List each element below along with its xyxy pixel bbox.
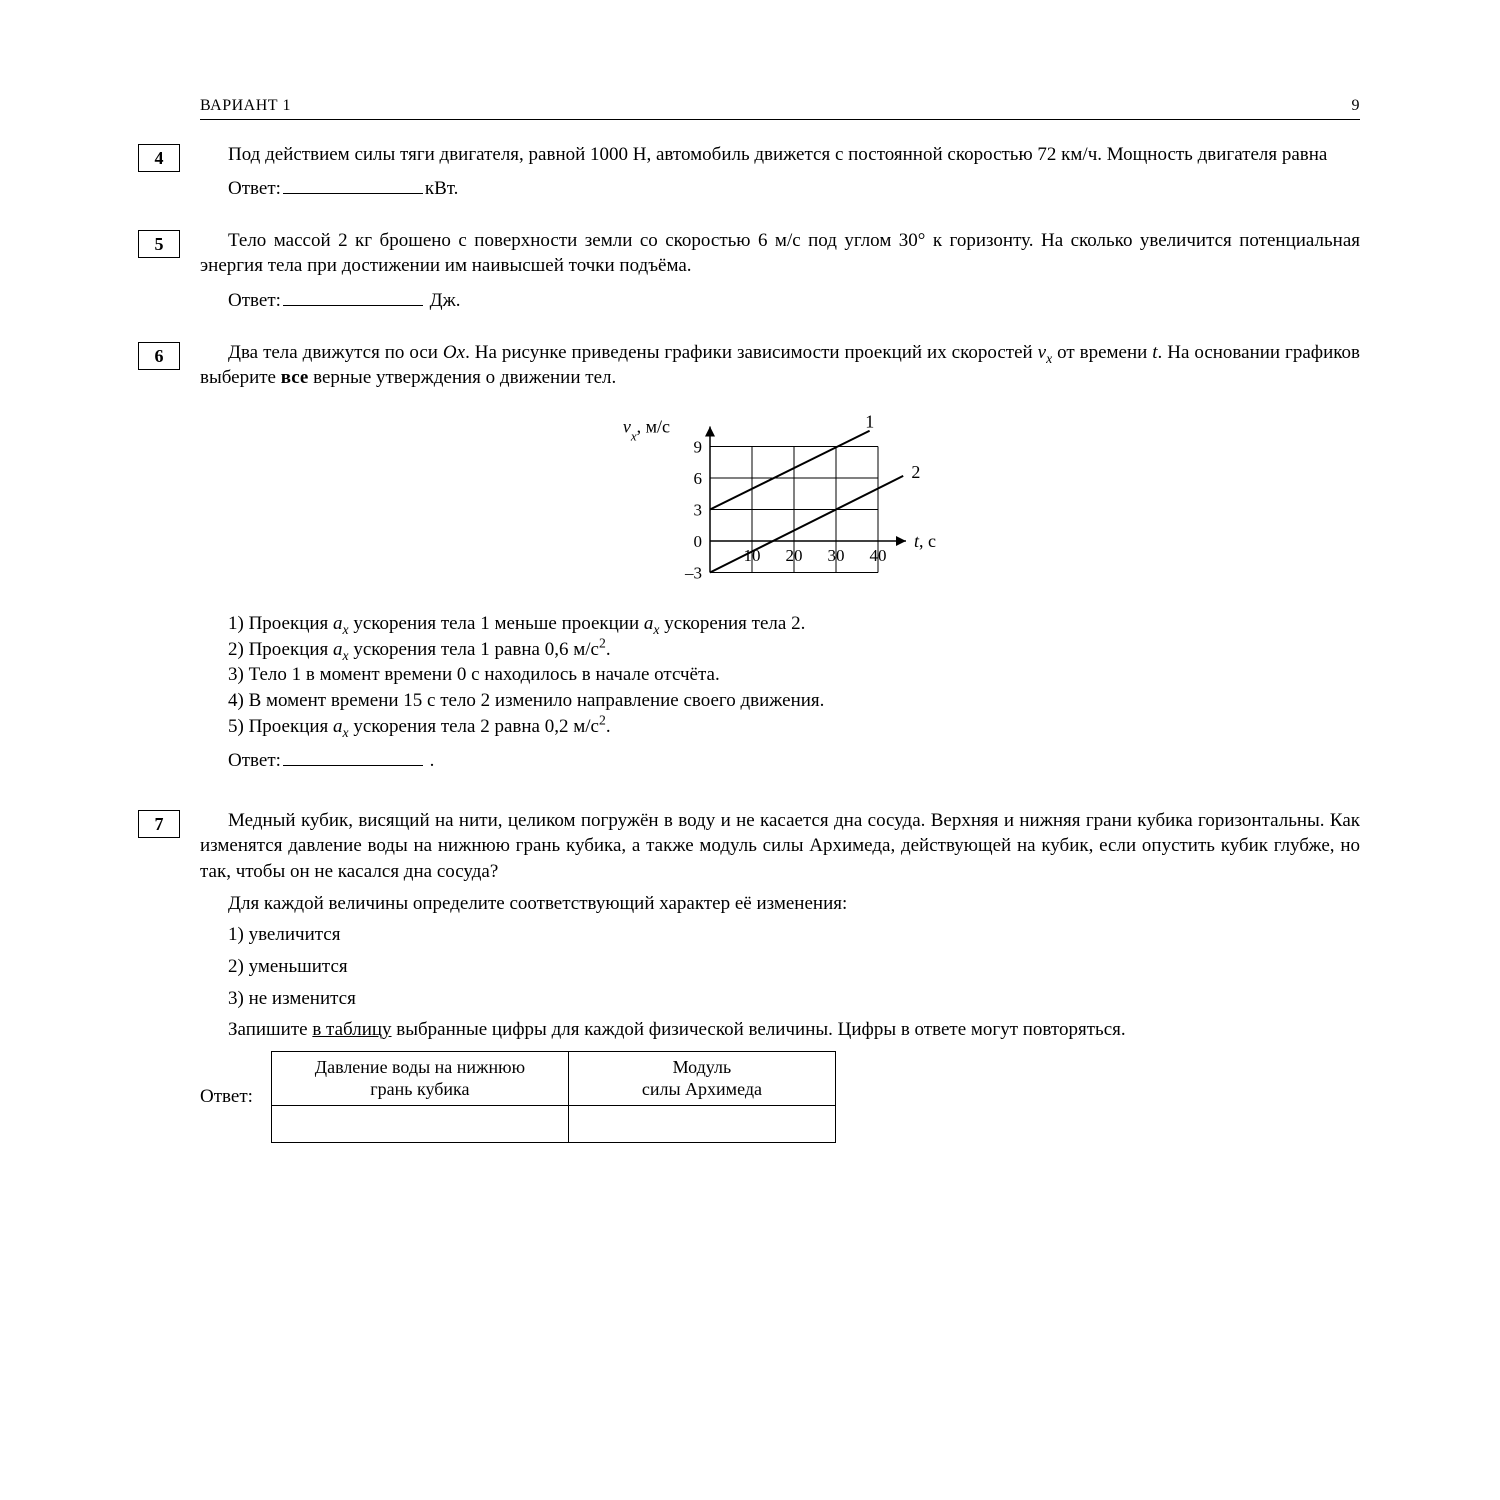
svg-text:–3: –3 (684, 563, 702, 582)
col2-header: Модуль силы Архимеда (568, 1051, 835, 1105)
answer-blank[interactable] (283, 173, 423, 194)
svg-text:vx, м/с: vx, м/с (623, 416, 670, 443)
svg-text:2: 2 (911, 462, 920, 482)
lead-text: Для каждой величины определите соответст… (200, 891, 1360, 917)
choice-2: 2) уменьшится (200, 954, 1360, 980)
problem-5: 5 Тело массой 2 кг брошено с поверхности… (200, 228, 1360, 318)
answer-table: Давление воды на нижнюю грань кубика Мод… (271, 1051, 836, 1143)
answer-cell-2[interactable] (568, 1105, 835, 1142)
answer-line: Ответ: . (200, 745, 1360, 774)
problem-body: Два тела движутся по оси Ox. На рисунке … (200, 340, 1360, 778)
svg-text:20: 20 (786, 546, 803, 565)
answer-label: Ответ: (228, 178, 281, 199)
svg-text:1: 1 (865, 412, 874, 432)
answer-options: 1) Проекция ax ускорения тела 1 меньше п… (200, 611, 1360, 739)
exam-page: ВАРИАНТ 1 9 4 Под действием силы тяги дв… (0, 0, 1500, 1500)
svg-text:6: 6 (694, 469, 703, 488)
answer-line: Ответ: Дж. (200, 285, 1360, 314)
chart-svg: –3036910203040vx, м/сt, с12 (610, 401, 950, 601)
option-4: 4) В момент времени 15 с тело 2 изменило… (200, 688, 1360, 714)
answer-label: Ответ: (228, 750, 281, 771)
problem-text: Два тела движутся по оси Ox. На рисунке … (200, 340, 1360, 391)
svg-text:30: 30 (828, 546, 845, 565)
answer-line: Ответ: кВт. (200, 173, 1360, 202)
answer-cell-1[interactable] (271, 1105, 568, 1142)
problem-text: Тело массой 2 кг брошено с поверхности з… (200, 228, 1360, 279)
problem-text: Медный кубик, висящий на нити, целиком п… (200, 808, 1360, 885)
option-3: 3) Тело 1 в момент времени 0 с находилос… (200, 662, 1360, 688)
problem-body: Медный кубик, висящий на нити, целиком п… (200, 808, 1360, 1143)
page-number: 9 (1352, 95, 1361, 117)
problem-6: 6 Два тела движутся по оси Ox. На рисунк… (200, 340, 1360, 778)
problem-number-box: 7 (138, 810, 180, 838)
tail-text: Запишите в таблицу выбранные цифры для к… (200, 1017, 1360, 1043)
option-1: 1) Проекция ax ускорения тела 1 меньше п… (200, 611, 1360, 637)
svg-text:3: 3 (694, 500, 703, 519)
svg-text:t, с: t, с (914, 531, 936, 551)
problem-text: Под действием силы тяги двигателя, равно… (200, 142, 1360, 168)
svg-text:0: 0 (694, 532, 703, 551)
page-header: ВАРИАНТ 1 9 (200, 95, 1360, 120)
choice-3: 3) не изменится (200, 986, 1360, 1012)
answer-blank[interactable] (283, 285, 423, 306)
problem-number-box: 4 (138, 144, 180, 172)
problem-7: 7 Медный кубик, висящий на нити, целиком… (200, 808, 1360, 1143)
answer-label: Ответ: (200, 1084, 253, 1110)
problem-number-box: 5 (138, 230, 180, 258)
problem-body: Тело массой 2 кг брошено с поверхности з… (200, 228, 1360, 318)
variant-label: ВАРИАНТ 1 (200, 95, 291, 117)
problem-body: Под действием силы тяги двигателя, равно… (200, 142, 1360, 206)
choice-1: 1) увеличится (200, 922, 1360, 948)
answer-unit: кВт. (425, 178, 459, 199)
svg-text:9: 9 (694, 437, 703, 456)
answer-tail: . (425, 750, 435, 771)
answer-blank[interactable] (283, 745, 423, 766)
col1-header: Давление воды на нижнюю грань кубика (271, 1051, 568, 1105)
problem-number-box: 6 (138, 342, 180, 370)
problem-4: 4 Под действием силы тяги двигателя, рав… (200, 142, 1360, 206)
answer-unit: Дж. (425, 290, 461, 311)
svg-text:40: 40 (870, 546, 887, 565)
velocity-chart: –3036910203040vx, м/сt, с12 (200, 401, 1360, 601)
option-2: 2) Проекция ax ускорения тела 1 равна 0,… (200, 637, 1360, 663)
answer-table-wrap: Ответ: Давление воды на нижнюю грань куб… (200, 1051, 1360, 1143)
option-5: 5) Проекция ax ускорения тела 2 равна 0,… (200, 714, 1360, 740)
answer-label: Ответ: (228, 290, 281, 311)
